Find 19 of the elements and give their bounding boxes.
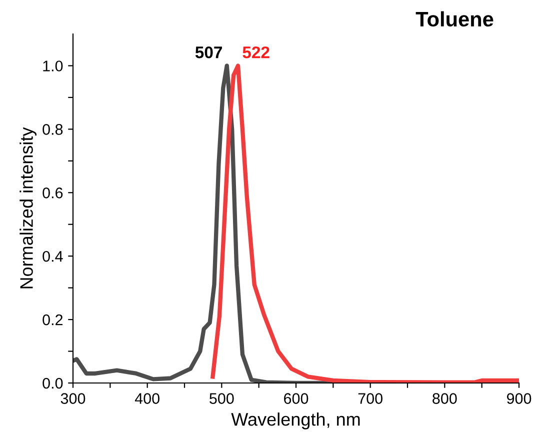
chart-title: Toluene [416, 11, 494, 27]
y-axis-title: Normalized intensity [20, 127, 36, 288]
x-tick-label: 700 [358, 393, 382, 404]
annotation: 507 [195, 46, 222, 58]
y-tick-label: 0.8 [42, 124, 63, 135]
x-tick-label: 900 [506, 393, 532, 404]
x-tick-label: 400 [134, 393, 160, 404]
y-tick-label: 0.0 [42, 378, 63, 389]
y-tick-label: 0.4 [42, 250, 63, 262]
x-tick-label: 500 [210, 393, 234, 404]
annotation: 522 [242, 46, 270, 58]
y-tick-label: 0.6 [42, 188, 63, 198]
x-axis-title: Wavelength, nm [231, 412, 360, 430]
x-tick-label: 600 [284, 393, 308, 404]
x-tick-label: 300 [60, 393, 86, 404]
line-series [210, 64, 519, 383]
y-tick-label: 1.0 [43, 60, 63, 72]
x-tick-label: 800 [432, 393, 457, 404]
y-tick-label: 0.2 [42, 314, 63, 326]
